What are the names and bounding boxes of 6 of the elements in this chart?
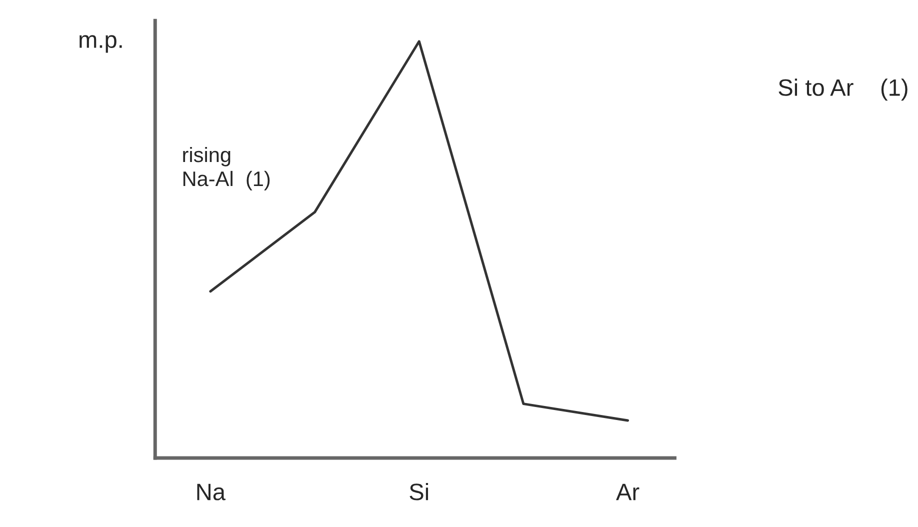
text: Si to Ar (1)	[778, 78, 908, 101]
annotation: rising Na-Al (1)	[183, 146, 270, 190]
x-tick-label: Ar	[616, 484, 640, 500]
x-tick-label: Na	[197, 484, 226, 500]
y-axis-title: m.p.	[80, 35, 122, 53]
x-tick-label: Si	[410, 482, 428, 500]
